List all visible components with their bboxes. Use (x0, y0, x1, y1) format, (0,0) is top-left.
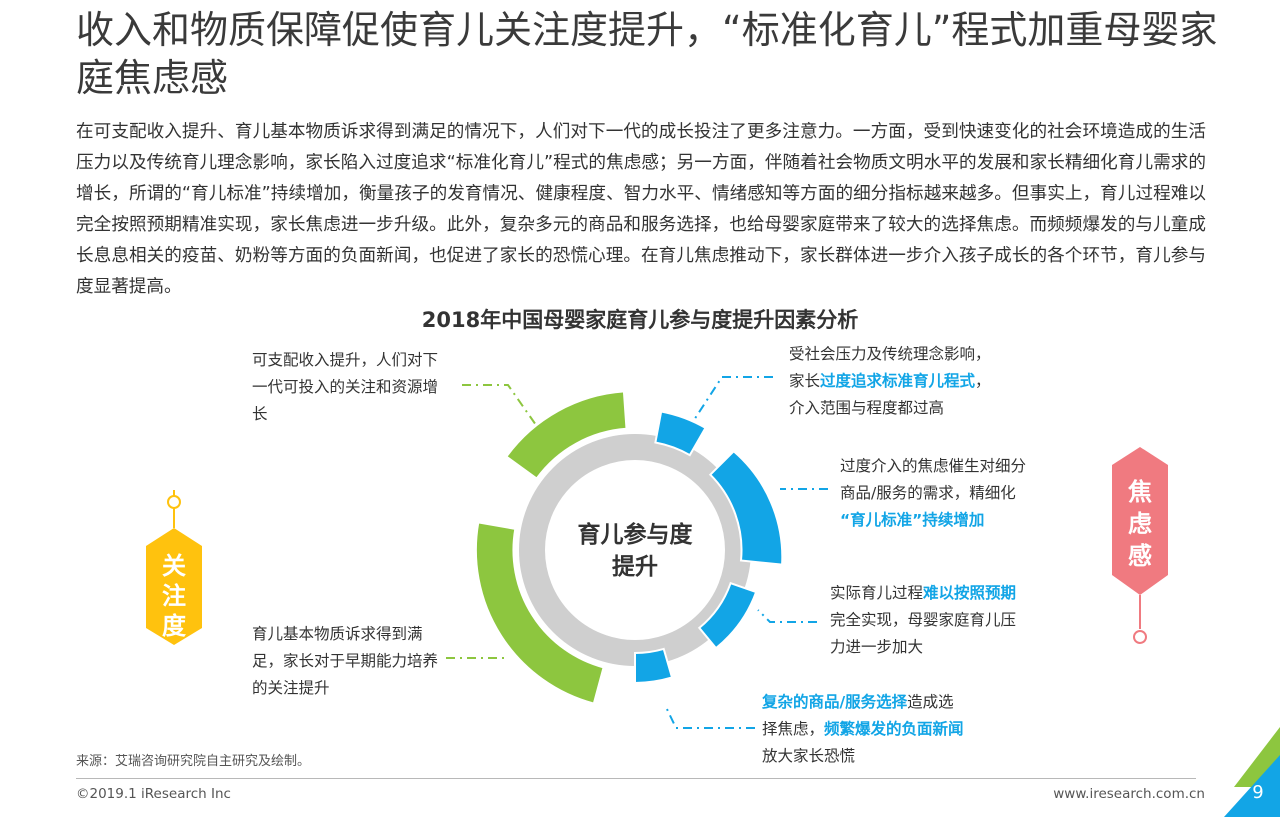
note-r4: 复杂的商品/服务选择造成选 择焦虑，频繁爆发的负面新闻 放大家长恐慌 (762, 689, 1002, 770)
center-label-line1: 育儿参与度 (577, 522, 693, 548)
note-r1-line1: 受社会压力及传统理念影响， (789, 345, 991, 363)
tag-anxiety: 焦 虑 感 (1112, 447, 1168, 644)
note-r1-highlight: 过度追求标准育儿程式 (820, 372, 976, 390)
note-r2: 过度介入的焦虑催生对细分 商品/服务的需求，精细化 “育儿标准”持续增加 (840, 453, 1070, 534)
tag-attention-char1: 关 (162, 552, 186, 580)
note-r3-line3: 力进一步加大 (830, 638, 924, 656)
note-left-bottom: 育儿基本物质诉求得到满足，家长对于早期能力培养的关注提升 (252, 621, 438, 702)
note-r4-line1: 复杂的商品/服务选择造成选 (762, 689, 1002, 716)
note-left-top-text: 可支配收入提升，人们对下一代可投入的关注和资源增长 (252, 351, 439, 423)
blue-segment-2 (708, 449, 784, 566)
note-r4-line3: 放大家长恐慌 (762, 747, 856, 765)
corner-decoration (1224, 727, 1280, 817)
page-title: 收入和物质保障促使育儿关注度提升，“标准化育儿”程式加重母婴家庭焦虑感 (76, 8, 1218, 100)
note-r1-pre: 家长 (789, 372, 821, 390)
note-r2-line1: 过度介入的焦虑催生对细分 (840, 457, 1027, 475)
note-r1-line2: 家长过度追求标准育儿程式， (789, 368, 1029, 395)
note-r3: 实际育儿过程难以按照预期 完全实现，母婴家庭育儿压 力进一步加大 (830, 580, 1060, 661)
center-label: 育儿参与度 提升 (540, 519, 730, 583)
tag-attention: 关 注 度 (146, 490, 202, 645)
note-left-top: 可支配收入提升，人们对下一代可投入的关注和资源增长 (252, 347, 440, 428)
connector-r3 (757, 609, 817, 623)
note-r2-highlight: “育儿标准”持续增加 (840, 511, 985, 529)
note-r3-highlight: 难以按照预期 (923, 584, 1017, 602)
blue-segment-4 (634, 647, 674, 685)
note-r4-highlight2: 频繁爆发的负面新闻 (824, 720, 964, 738)
green-segment-bottom (474, 521, 605, 705)
note-r1: 受社会压力及传统理念影响， 家长过度追求标准育儿程式， 介入范围与程度都过高 (789, 341, 1029, 422)
site-url[interactable]: www.iresearch.com.cn (1053, 786, 1205, 802)
chart-title: 2018年中国母婴家庭育儿参与度提升因素分析 (421, 308, 859, 332)
note-r4-pre: 造成选 (907, 693, 954, 711)
source-note: 来源：艾瑞咨询研究院自主研究及绘制。 (76, 754, 311, 769)
tag-anxiety-char1: 焦 (1128, 478, 1152, 506)
center-label-line2: 提升 (612, 554, 658, 580)
tag-attention-char3: 度 (162, 612, 186, 640)
note-r1-line3: 介入范围与程度都过高 (789, 399, 945, 417)
green-segment-top (505, 390, 628, 480)
connector-r4 (664, 704, 755, 729)
tag-anxiety-char3: 感 (1128, 542, 1152, 570)
tag-anxiety-char2: 虑 (1128, 510, 1152, 538)
connector-left-top (462, 384, 537, 426)
blue-segment-1 (654, 410, 707, 457)
note-r1-post: ， (975, 372, 991, 390)
blue-segment-3 (697, 581, 758, 650)
note-r4-mid: 择焦虑， (762, 720, 825, 738)
note-r4-highlight1: 复杂的商品/服务选择 (762, 693, 908, 711)
note-r3-pre: 实际育儿过程 (830, 584, 924, 602)
note-r3-line2: 完全实现，母婴家庭育儿压 (830, 611, 1017, 629)
note-r2-line2: 商品/服务的需求，精细化 (840, 484, 1016, 502)
note-r3-line1: 实际育儿过程难以按照预期 (830, 580, 1060, 607)
connector-r1 (693, 376, 773, 421)
tag-attention-char2: 注 (162, 582, 186, 610)
body-paragraph: 在可支配收入提升、育儿基本物质诉求得到满足的情况下，人们对下一代的成长投注了更多… (76, 122, 1206, 297)
footer-divider (76, 778, 1196, 779)
copyright: ©2019.1 iResearch Inc (76, 786, 231, 802)
note-left-bottom-text: 育儿基本物质诉求得到满足，家长对于早期能力培养的关注提升 (252, 625, 439, 697)
note-r4-line2: 择焦虑，频繁爆发的负面新闻 (762, 716, 1002, 743)
tag-attention-shape (146, 490, 202, 645)
tag-anxiety-shape (1112, 447, 1168, 644)
page-number: 9 (1252, 782, 1264, 803)
